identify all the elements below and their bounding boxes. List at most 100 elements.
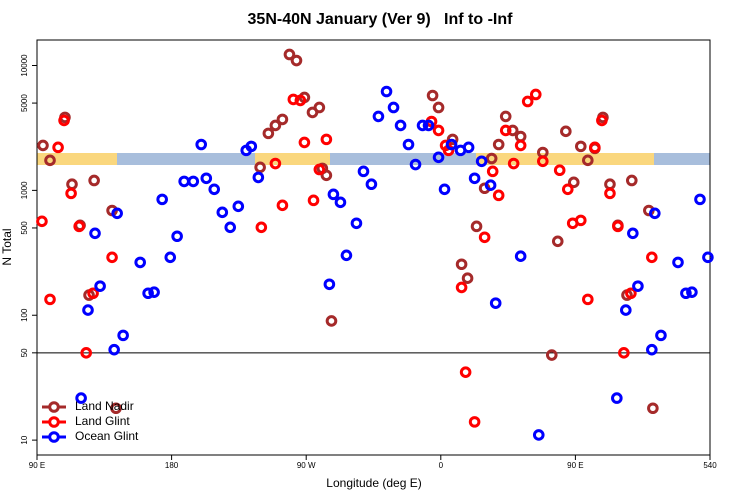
point — [307, 194, 320, 207]
y-tick-label: 10 — [20, 435, 29, 444]
point — [686, 286, 698, 298]
point — [75, 392, 87, 404]
point — [327, 188, 340, 201]
legend-label: Land Glint — [75, 414, 130, 428]
point — [372, 110, 385, 123]
point — [313, 101, 326, 114]
point — [646, 251, 658, 264]
point — [560, 125, 572, 138]
point — [350, 217, 363, 230]
point — [66, 178, 78, 191]
y-tick-label: 5000 — [20, 94, 29, 112]
x-tick-label: 90 E — [567, 461, 583, 470]
x-axis-label: Longitude (deg E) — [326, 476, 421, 490]
point — [432, 124, 445, 137]
point — [325, 315, 338, 327]
point — [646, 343, 658, 356]
point — [589, 141, 601, 154]
point — [334, 196, 347, 209]
point — [455, 281, 468, 294]
point — [561, 183, 574, 196]
point — [313, 163, 326, 176]
point — [365, 178, 378, 191]
point — [232, 200, 245, 213]
point — [200, 172, 213, 185]
point — [432, 151, 445, 164]
point — [625, 287, 637, 300]
point — [649, 207, 661, 220]
land-strip — [255, 153, 330, 165]
point — [178, 175, 190, 188]
point — [514, 130, 527, 143]
point — [567, 176, 580, 189]
point — [611, 392, 623, 404]
point — [387, 101, 400, 114]
point — [111, 207, 123, 220]
point — [195, 138, 208, 151]
point — [164, 251, 177, 264]
plot-frame — [36, 39, 711, 456]
legend-label: Ocean Glint — [75, 429, 139, 443]
point — [514, 250, 527, 263]
point — [44, 154, 56, 167]
point — [426, 89, 439, 102]
point — [52, 141, 64, 154]
point — [529, 88, 542, 101]
point — [489, 297, 502, 309]
point — [216, 206, 229, 219]
point — [492, 138, 505, 151]
y-tick-label: 1000 — [20, 181, 29, 199]
point — [553, 164, 566, 177]
legend-marker — [48, 416, 60, 428]
point — [262, 127, 275, 140]
point — [507, 157, 520, 170]
point — [627, 227, 639, 240]
point — [148, 286, 160, 298]
y-tick-label: 500 — [20, 221, 29, 235]
point — [618, 347, 630, 359]
point — [323, 278, 336, 291]
point — [604, 187, 616, 200]
point — [468, 172, 481, 185]
point — [432, 101, 445, 114]
legend-marker — [48, 401, 60, 413]
chart-title: 35N-40N January (Ver 9) Inf to -Inf — [248, 11, 514, 28]
y-axis-label: N Total — [0, 228, 14, 265]
land-strip — [476, 153, 654, 165]
point — [255, 221, 268, 234]
point — [596, 114, 608, 127]
point — [506, 124, 519, 137]
point — [269, 119, 282, 132]
point — [521, 95, 534, 108]
point — [455, 258, 468, 271]
point — [445, 138, 458, 151]
point — [499, 110, 512, 123]
point — [655, 329, 667, 342]
point — [298, 136, 311, 149]
point — [394, 119, 407, 132]
point — [551, 235, 564, 248]
point — [245, 140, 258, 153]
point — [80, 347, 93, 359]
point — [142, 287, 154, 300]
point — [252, 171, 265, 184]
point — [106, 251, 118, 264]
point — [478, 231, 491, 244]
point — [702, 251, 714, 264]
x-tick-label: 0 — [439, 461, 444, 470]
point — [94, 280, 106, 292]
point — [625, 174, 638, 187]
point — [514, 139, 527, 152]
point — [290, 54, 303, 67]
point — [44, 293, 56, 306]
point — [73, 220, 85, 233]
point — [536, 155, 549, 168]
point — [224, 221, 237, 234]
y-tick-label: 10000 — [20, 54, 29, 77]
x-tick-label: 540 — [703, 461, 717, 470]
point — [499, 124, 512, 137]
point — [269, 157, 282, 170]
y-tick-label: 100 — [20, 308, 29, 322]
point — [110, 402, 122, 415]
x-tick-label: 90 W — [297, 461, 316, 470]
